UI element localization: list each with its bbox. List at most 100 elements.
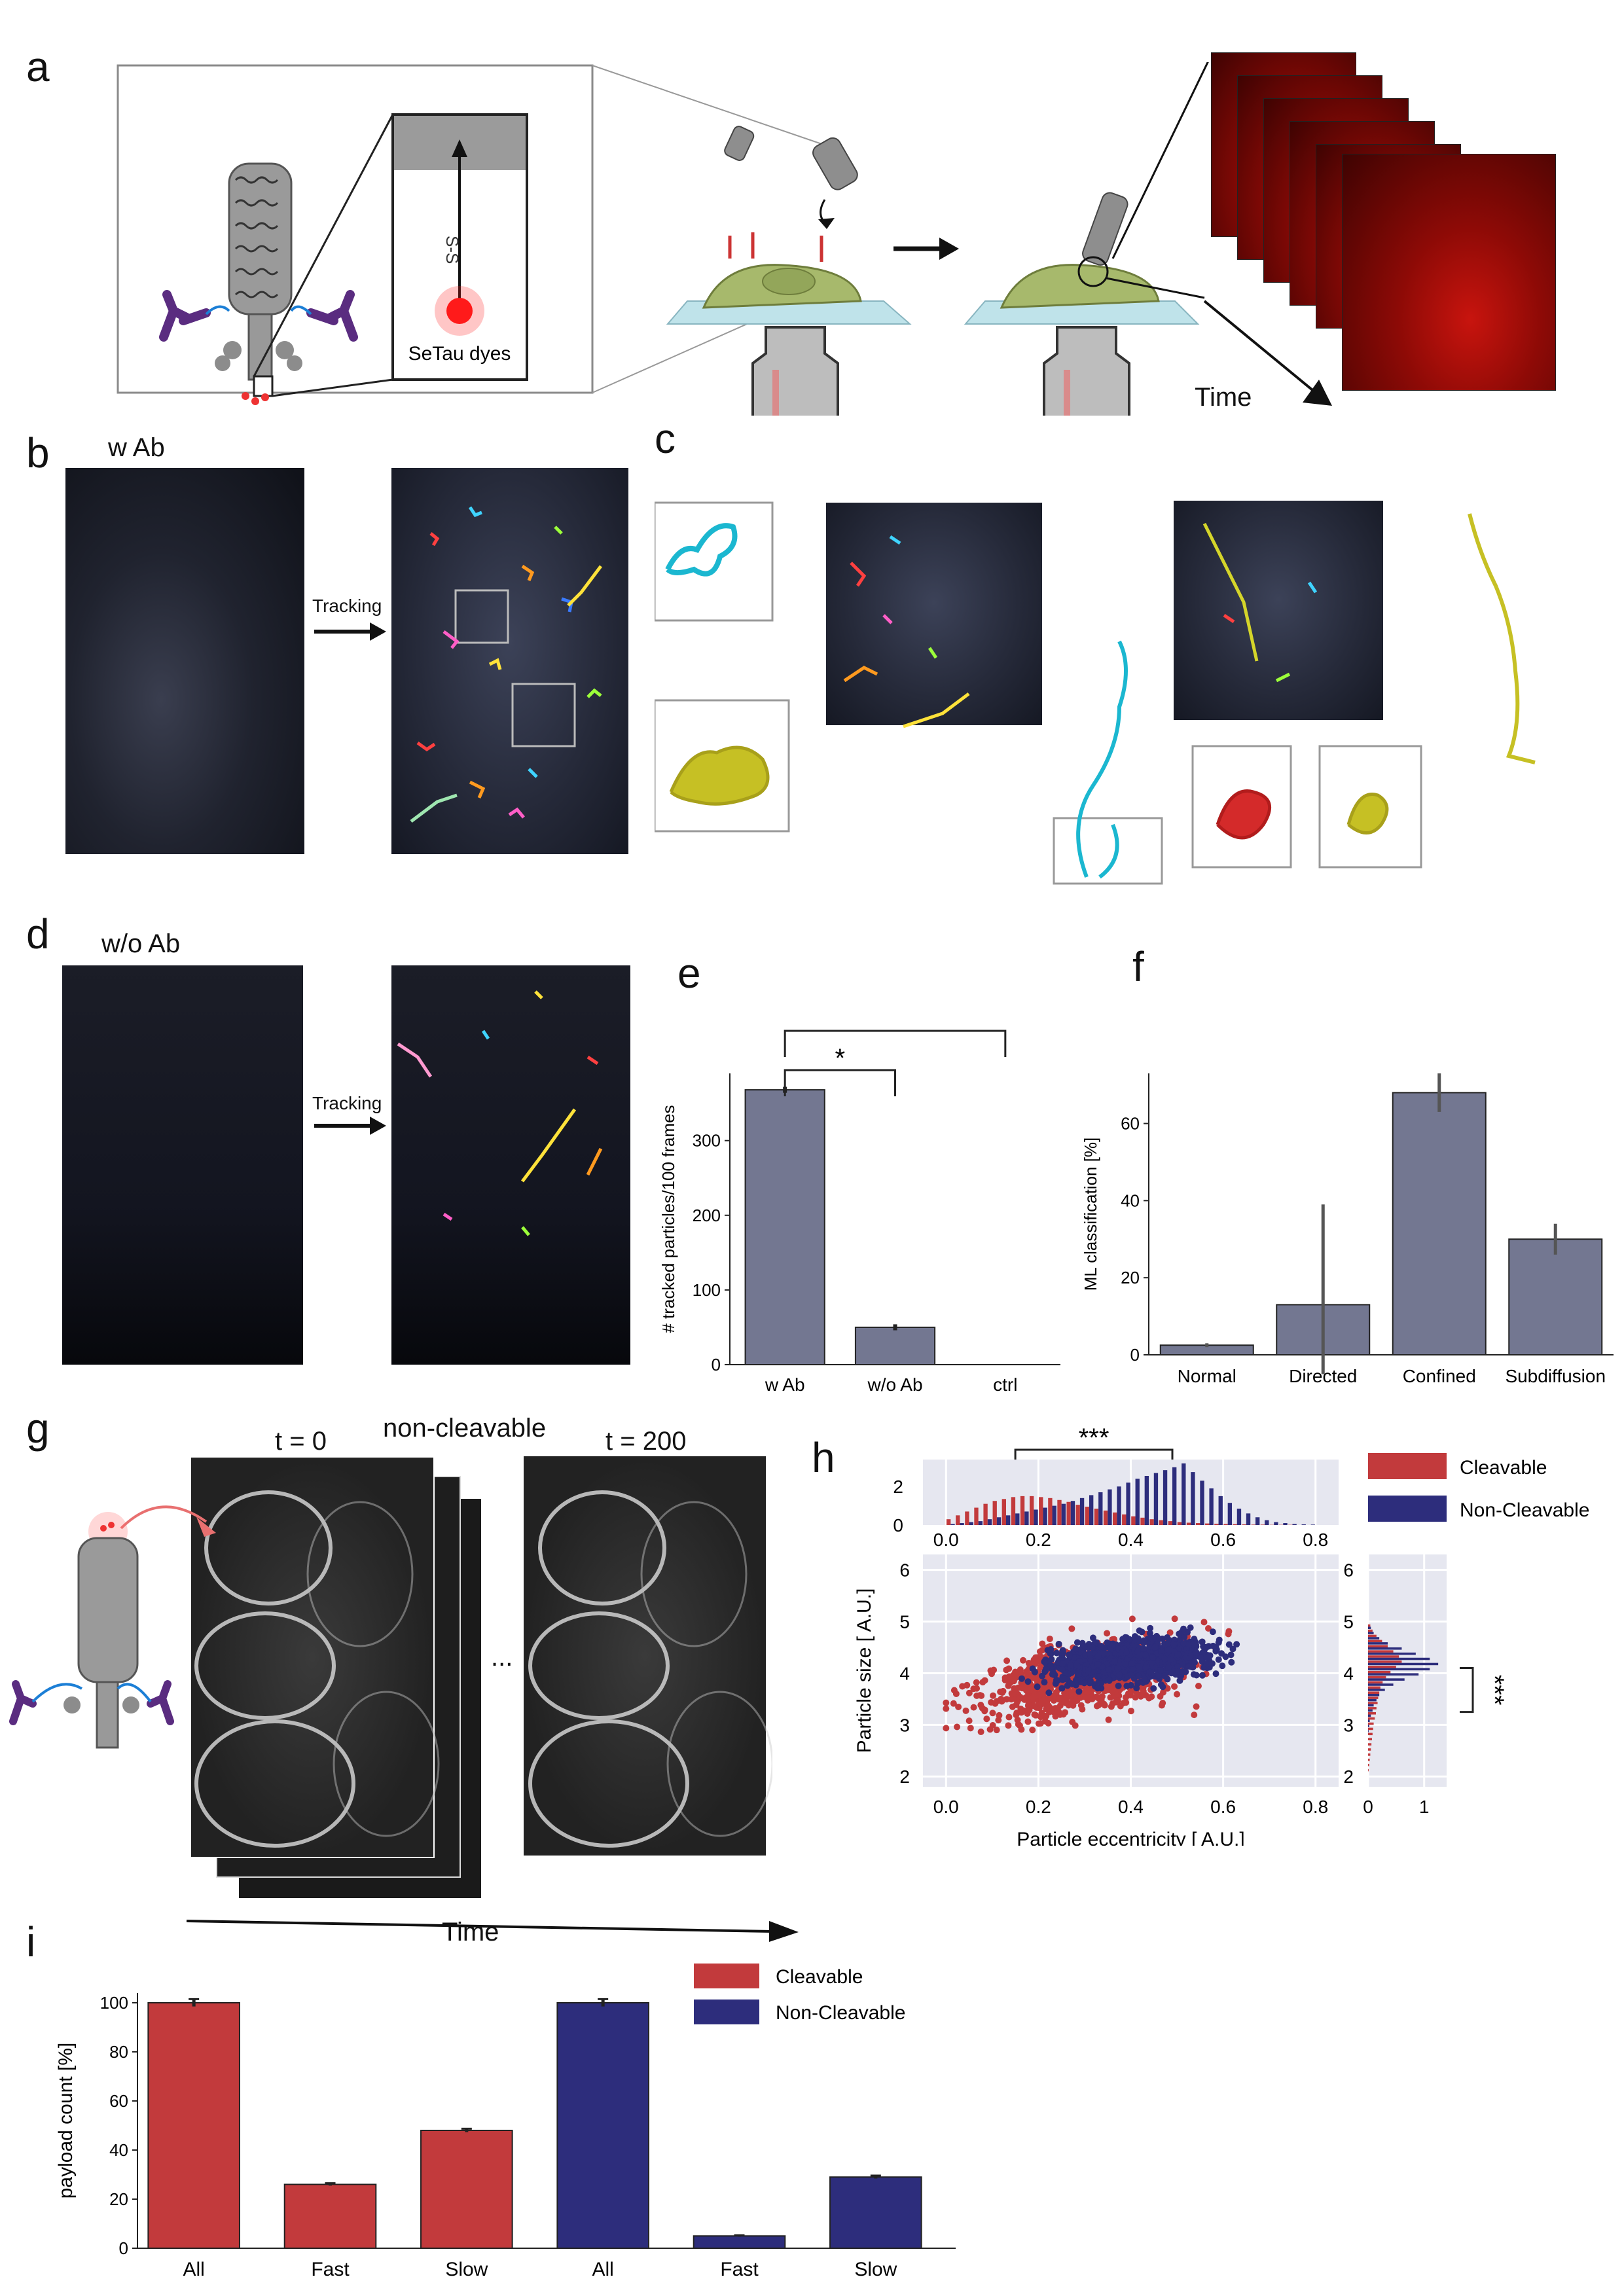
top-hist-x-tick: 0.6 bbox=[1210, 1530, 1236, 1550]
scatter-point-cleavable bbox=[1109, 1688, 1116, 1695]
scatter-point-non-cleavable bbox=[1156, 1636, 1163, 1643]
top-hist-bar-non-cleavable bbox=[1246, 1513, 1251, 1525]
panel-a-schematic: S-S SeTau dyes bbox=[117, 62, 1209, 416]
scatter-point-cleavable bbox=[1193, 1703, 1200, 1710]
top-hist-bar-non-cleavable bbox=[1108, 1489, 1112, 1525]
chart-f-ml-classification: 0 20 40 60 Normal Directed Confined Subdiffusio… bbox=[1081, 1073, 1614, 1386]
y-tick-label: 0 bbox=[712, 1355, 721, 1374]
scatter-point-non-cleavable bbox=[1067, 1662, 1074, 1669]
right-hist-bar-cleavable bbox=[1368, 1748, 1371, 1751]
top-hist-bar-cleavable bbox=[1186, 1522, 1191, 1525]
scatter-point-non-cleavable bbox=[1197, 1654, 1204, 1661]
scatter-point-non-cleavable bbox=[1081, 1643, 1088, 1650]
scatter-point-non-cleavable bbox=[1069, 1680, 1076, 1687]
right-hist-bar-cleavable bbox=[1368, 1768, 1369, 1772]
right-hist-background bbox=[1368, 1554, 1447, 1787]
scatter-point-non-cleavable bbox=[1142, 1664, 1149, 1671]
t0-label: t = 0 bbox=[275, 1427, 327, 1456]
scatter-point-non-cleavable bbox=[1045, 1689, 1053, 1696]
top-hist-bar-non-cleavable bbox=[987, 1519, 992, 1525]
scatter-point-non-cleavable bbox=[1187, 1624, 1194, 1631]
right-hist-bar-cleavable bbox=[1368, 1634, 1377, 1638]
right-hist-bar-cleavable bbox=[1368, 1670, 1391, 1674]
scatter-point-non-cleavable bbox=[1074, 1662, 1081, 1669]
y-tick-label: 80 bbox=[109, 2042, 128, 2062]
scatter-point-non-cleavable bbox=[1150, 1685, 1157, 1692]
scatter-point-cleavable bbox=[1072, 1698, 1079, 1705]
scatter-point-cleavable bbox=[981, 1706, 988, 1713]
scatter-point-cleavable bbox=[1001, 1677, 1009, 1684]
scatter-point-non-cleavable bbox=[1098, 1643, 1105, 1650]
scatter-point-cleavable bbox=[1098, 1696, 1105, 1704]
y-tick-label: 20 bbox=[109, 2189, 128, 2209]
x-tick-label: Confined bbox=[1403, 1366, 1476, 1386]
scatter-point-non-cleavable bbox=[1123, 1649, 1130, 1656]
scatter-point-cleavable bbox=[1086, 1686, 1093, 1693]
top-hist-bar-cleavable bbox=[1140, 1517, 1145, 1525]
y-tick-label: 300 bbox=[693, 1131, 721, 1151]
top-hist-bar-cleavable bbox=[1223, 1524, 1228, 1525]
scatter-point-cleavable bbox=[1018, 1726, 1025, 1733]
scatter-point-non-cleavable bbox=[1181, 1634, 1188, 1641]
scatter-point-non-cleavable bbox=[1087, 1651, 1094, 1658]
scatter-point-non-cleavable bbox=[1066, 1652, 1073, 1659]
top-hist-significance-bracket bbox=[1014, 1448, 1174, 1460]
scatter-point-cleavable bbox=[1043, 1703, 1051, 1710]
scatter-point-cleavable bbox=[1036, 1701, 1043, 1708]
scatter-point-cleavable bbox=[998, 1695, 1005, 1702]
top-hist-bar-cleavable bbox=[1011, 1497, 1016, 1525]
legend-swatch-cleavable bbox=[694, 1964, 759, 1988]
scatter-point-cleavable bbox=[1225, 1630, 1232, 1638]
top-hist-bar-cleavable bbox=[1029, 1496, 1034, 1525]
scatter-point-cleavable bbox=[1171, 1683, 1178, 1690]
right-hist-bar-non-cleavable bbox=[1368, 1652, 1416, 1655]
right-hist-bar-non-cleavable bbox=[1368, 1678, 1405, 1681]
x-tick-label: Directed bbox=[1289, 1366, 1357, 1386]
panel-label-f: f bbox=[1132, 943, 1144, 990]
cell-frame-t0 bbox=[190, 1456, 435, 1858]
scatter-point-cleavable bbox=[1204, 1625, 1212, 1632]
top-hist-bar-non-cleavable bbox=[1172, 1467, 1177, 1525]
scatter-points bbox=[943, 1615, 1240, 1736]
scatter-point-cleavable bbox=[1171, 1615, 1178, 1623]
top-hist-bar-cleavable bbox=[946, 1519, 951, 1525]
right-hist-bar-cleavable bbox=[1368, 1624, 1371, 1627]
scatter-point-non-cleavable bbox=[1229, 1645, 1236, 1653]
top-hist-bar-cleavable bbox=[1094, 1509, 1099, 1525]
scatter-point-cleavable bbox=[1024, 1718, 1032, 1725]
scatter-point-cleavable bbox=[1041, 1717, 1049, 1725]
scatter-point-non-cleavable bbox=[1136, 1663, 1143, 1670]
x-tick-label: Fast bbox=[311, 2259, 350, 2280]
scatter-point-cleavable bbox=[983, 1715, 990, 1723]
scatter-point-cleavable bbox=[1105, 1716, 1112, 1723]
top-hist-bar-non-cleavable bbox=[996, 1517, 1001, 1525]
panel-label-h: h bbox=[812, 1434, 835, 1481]
right-hist-bar-non-cleavable bbox=[1368, 1709, 1373, 1712]
scatter-point-non-cleavable bbox=[1085, 1667, 1092, 1674]
y-tick-label: 0 bbox=[1130, 1345, 1140, 1365]
scatter-point-non-cleavable bbox=[1041, 1679, 1048, 1686]
right-hist-bar-non-cleavable bbox=[1368, 1689, 1385, 1691]
scatter-point-cleavable bbox=[1068, 1625, 1075, 1632]
top-hist-bar-cleavable bbox=[1177, 1522, 1182, 1525]
frames-ellipsis: ... bbox=[491, 1643, 513, 1672]
top-hist-bar-cleavable bbox=[1233, 1524, 1237, 1525]
time-label-g: Time bbox=[442, 1918, 499, 1946]
top-hist-bar-non-cleavable bbox=[1043, 1507, 1047, 1525]
x-tick-label: ctrl bbox=[993, 1374, 1017, 1395]
top-hist-bar-non-cleavable bbox=[1209, 1488, 1214, 1525]
top-hist-bar-cleavable bbox=[965, 1511, 969, 1525]
legend-swatch-non-cleavable bbox=[1368, 1496, 1447, 1522]
scatter-point-cleavable bbox=[965, 1689, 973, 1696]
origami-schematic-g bbox=[9, 1505, 216, 1749]
scatter-point-non-cleavable bbox=[1210, 1642, 1217, 1649]
top-hist-bar-cleavable bbox=[974, 1507, 979, 1525]
scatter-point-non-cleavable bbox=[1058, 1666, 1066, 1673]
panel-c-zoom-tracks bbox=[655, 501, 1422, 885]
right-hist-bar-cleavable bbox=[1368, 1696, 1379, 1699]
scatter-point-cleavable bbox=[1029, 1727, 1036, 1734]
top-hist-bar-cleavable bbox=[1020, 1496, 1025, 1525]
scatter-point-cleavable bbox=[1005, 1713, 1013, 1721]
scatter-point-cleavable bbox=[973, 1685, 981, 1692]
scatter-point-cleavable bbox=[1025, 1673, 1032, 1680]
